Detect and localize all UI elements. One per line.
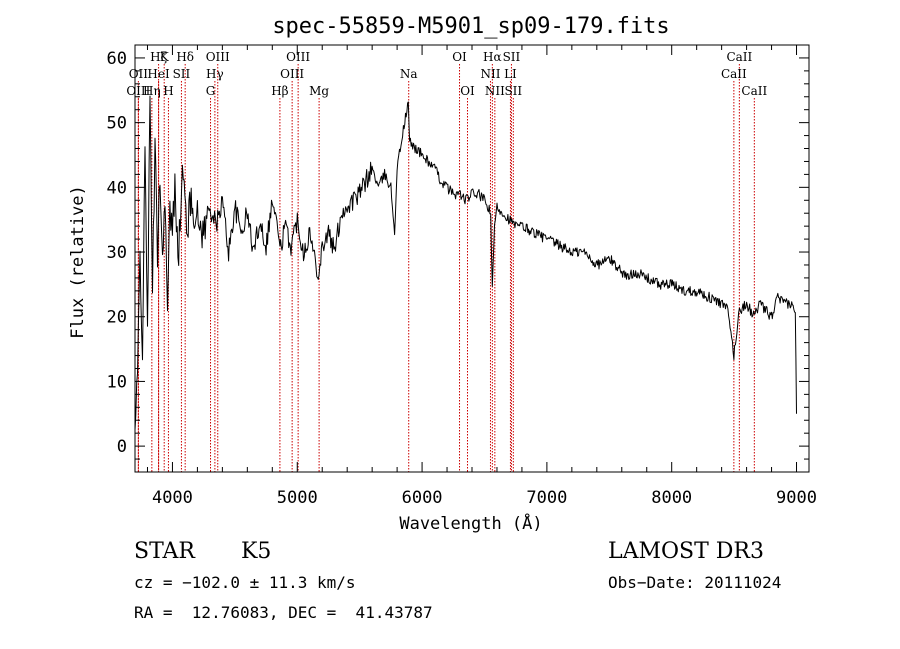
spectral-line-label: OIII [126, 84, 150, 98]
spectral-line-label: Hβ [271, 84, 288, 98]
survey-name: LAMOST DR3 [608, 539, 764, 564]
spectrum-series-line [134, 95, 797, 431]
spectral-line-label: NII [485, 84, 505, 98]
y-axis-label: Flux (relative) [68, 185, 88, 339]
x-tick-label: 9000 [776, 488, 817, 508]
x-tick-label: 8000 [651, 488, 692, 508]
y-tick-label: 20 [107, 308, 127, 328]
spectral-line-label: OII [129, 67, 149, 81]
spectral-line-label: SII [504, 84, 522, 98]
object-subclass: K5 [241, 539, 272, 564]
x-axis-ticks: 4000 5000 6000 7000 8000 9000 [146, 45, 817, 508]
spectral-line-label: HeI [147, 67, 170, 81]
spectral-line-label: K [160, 50, 170, 64]
spectral-line-label: Hα [483, 50, 502, 64]
spectral-line-label: OIII [286, 50, 310, 64]
x-tick-label: 5000 [277, 488, 318, 508]
spectral-line-label: Mg [309, 84, 329, 98]
spectral-line-label: SII [173, 67, 191, 81]
chart-title: spec-55859-M5901_sp09-179.fits [272, 14, 669, 39]
x-tick-label: 6000 [402, 488, 443, 508]
spectral-line-label: LI [504, 67, 517, 81]
spectral-line-label: Na [400, 67, 418, 81]
y-tick-label: 40 [107, 178, 127, 198]
series-layer [134, 95, 797, 431]
spectral-line-label: CaII [721, 67, 747, 81]
spectral-line-label: OIII [206, 50, 230, 64]
spectral-line-label: NII [480, 67, 500, 81]
object-class: STAR [134, 539, 195, 564]
spectral-line-label: SII [503, 50, 521, 64]
spectral-line-label: OI [460, 84, 475, 98]
spectral-line-label: H [163, 84, 173, 98]
spectral-line-label: Hγ [206, 67, 224, 81]
coordinates: RA = 12.76083, DEC = 41.43787 [134, 603, 433, 622]
y-tick-label: 0 [117, 437, 127, 457]
y-tick-label: 60 [107, 49, 127, 69]
y-tick-label: 30 [107, 243, 127, 263]
emission-lines [137, 64, 755, 472]
y-tick-label: 50 [107, 114, 127, 134]
y-tick-label: 10 [107, 372, 127, 392]
spectral-line-label: Hζ [150, 50, 167, 64]
spectral-line-label: G [206, 84, 216, 98]
plot-frame [134, 44, 810, 473]
spectral-line-label: Hη [143, 84, 161, 98]
x-axis-label: Wavelength (Å) [399, 512, 542, 534]
spectral-line-label: CaII [741, 84, 767, 98]
obs-date: Obs−Date: 20111024 [608, 573, 782, 592]
spectral-line-label: CaII [726, 50, 752, 64]
y-axis-ticks: 0 10 20 30 40 50 60 [107, 44, 809, 460]
x-tick-label: 4000 [152, 488, 193, 508]
x-tick-label: 7000 [526, 488, 567, 508]
spectral-line-label: OI [452, 50, 467, 64]
velocity: cz = −102.0 ± 11.3 km/s [134, 573, 356, 592]
spectral-line-label: Hδ [176, 50, 194, 64]
spectral-line-label: OIII [280, 67, 304, 81]
